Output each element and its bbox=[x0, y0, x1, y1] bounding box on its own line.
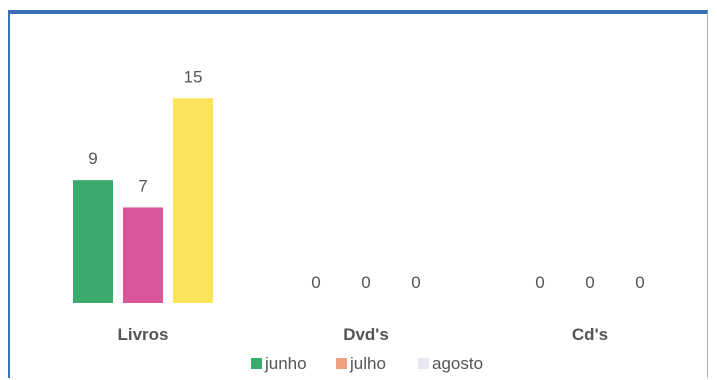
legend-swatch-julho bbox=[336, 358, 347, 369]
bar-junho-Livros bbox=[73, 180, 113, 303]
value-label: 0 bbox=[311, 273, 320, 292]
legend-label-agosto: agosto bbox=[432, 354, 483, 373]
value-label: 0 bbox=[585, 273, 594, 292]
value-label: 0 bbox=[411, 273, 420, 292]
value-label: 9 bbox=[88, 149, 97, 168]
legend-label-julho: julho bbox=[349, 354, 386, 373]
value-label: 0 bbox=[361, 273, 370, 292]
category-label: Livros bbox=[117, 325, 168, 344]
legend-swatch-junho bbox=[251, 358, 262, 369]
value-label: 0 bbox=[535, 273, 544, 292]
value-labels-group: 9 7 15 0 0 0 0 0 0 bbox=[88, 67, 644, 292]
value-label: 15 bbox=[184, 67, 203, 86]
legend-label-junho: junho bbox=[264, 354, 307, 373]
category-label: Cd's bbox=[572, 325, 608, 344]
bar-julho-Livros bbox=[123, 207, 163, 303]
bars-group bbox=[73, 98, 213, 303]
bar-agosto-Livros bbox=[173, 98, 213, 303]
chart-frame bbox=[8, 10, 708, 378]
value-label: 7 bbox=[138, 176, 147, 195]
category-labels-group: Livros Dvd's Cd's bbox=[117, 325, 608, 344]
value-label: 0 bbox=[635, 273, 644, 292]
legend-swatch-agosto bbox=[418, 358, 429, 369]
legend: junho julho agosto bbox=[251, 354, 483, 373]
category-label: Dvd's bbox=[343, 325, 389, 344]
